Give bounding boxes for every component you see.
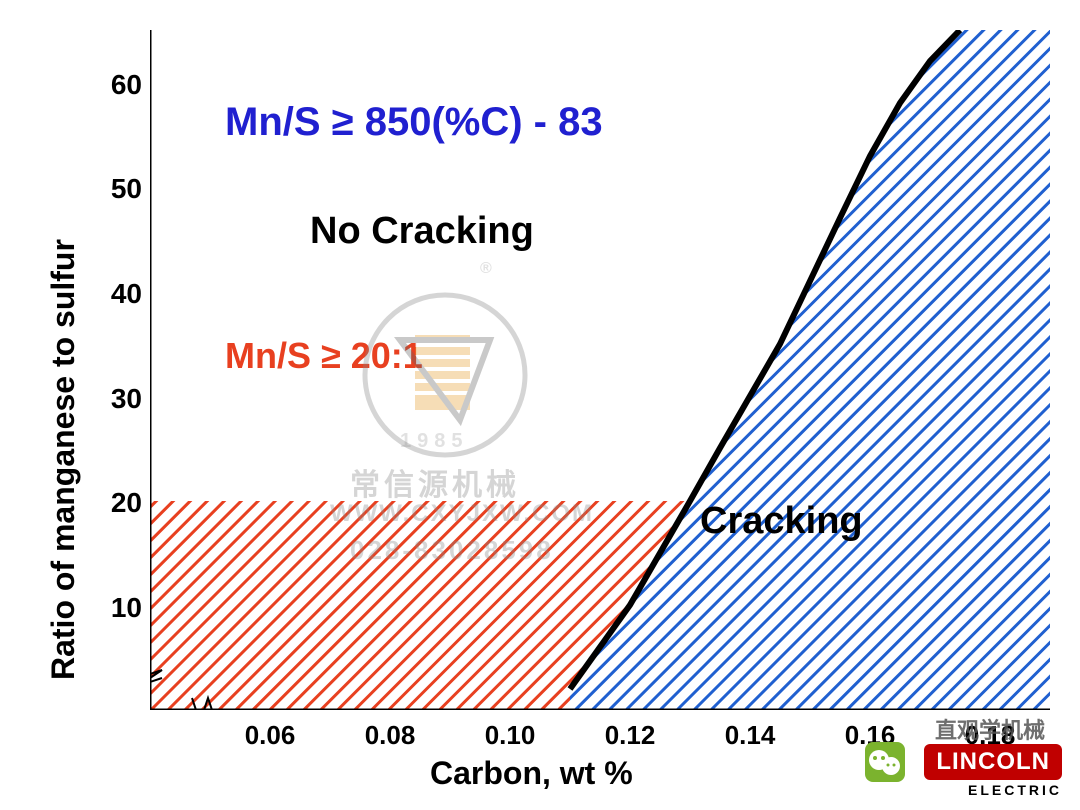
- x-tick-010: 0.10: [485, 720, 536, 751]
- y-axis-label: Ratio of manganese to sulfur: [45, 239, 82, 680]
- watermark-phone: 028-83028598: [350, 535, 554, 566]
- lincoln-logo: LINCOLN: [924, 744, 1062, 780]
- x-tick-006: 0.06: [245, 720, 296, 751]
- x-tick-014: 0.14: [725, 720, 776, 751]
- formula-blue: Mn/S ≥ 850(%C) - 83: [225, 100, 603, 145]
- wechat-icon: [865, 742, 905, 782]
- x-axis-label: Carbon, wt %: [430, 755, 633, 792]
- y-tick-40: 40: [111, 278, 142, 310]
- y-tick-30: 30: [111, 383, 142, 415]
- watermark-footer: 直观学机械: [935, 713, 1045, 745]
- lincoln-sub: ELECTRIC: [968, 782, 1062, 798]
- chart-container: 10 20 30 40 50 60 0.06 0.08 0.10 0.12 0.…: [0, 0, 1080, 810]
- watermark-url: WWW.CXYJXW.COM: [330, 500, 594, 528]
- watermark-logo-icon: [360, 290, 530, 460]
- watermark-regmark: ®: [480, 260, 492, 278]
- x-tick-012: 0.12: [605, 720, 656, 751]
- y-tick-20: 20: [111, 487, 142, 519]
- no-cracking-label: No Cracking: [310, 210, 534, 253]
- y-tick-50: 50: [111, 173, 142, 205]
- cracking-label: Cracking: [700, 500, 863, 543]
- y-tick-60: 60: [111, 69, 142, 101]
- x-tick-008: 0.08: [365, 720, 416, 751]
- y-tick-10: 10: [111, 592, 142, 624]
- watermark-cn: 常信源机械: [350, 460, 520, 504]
